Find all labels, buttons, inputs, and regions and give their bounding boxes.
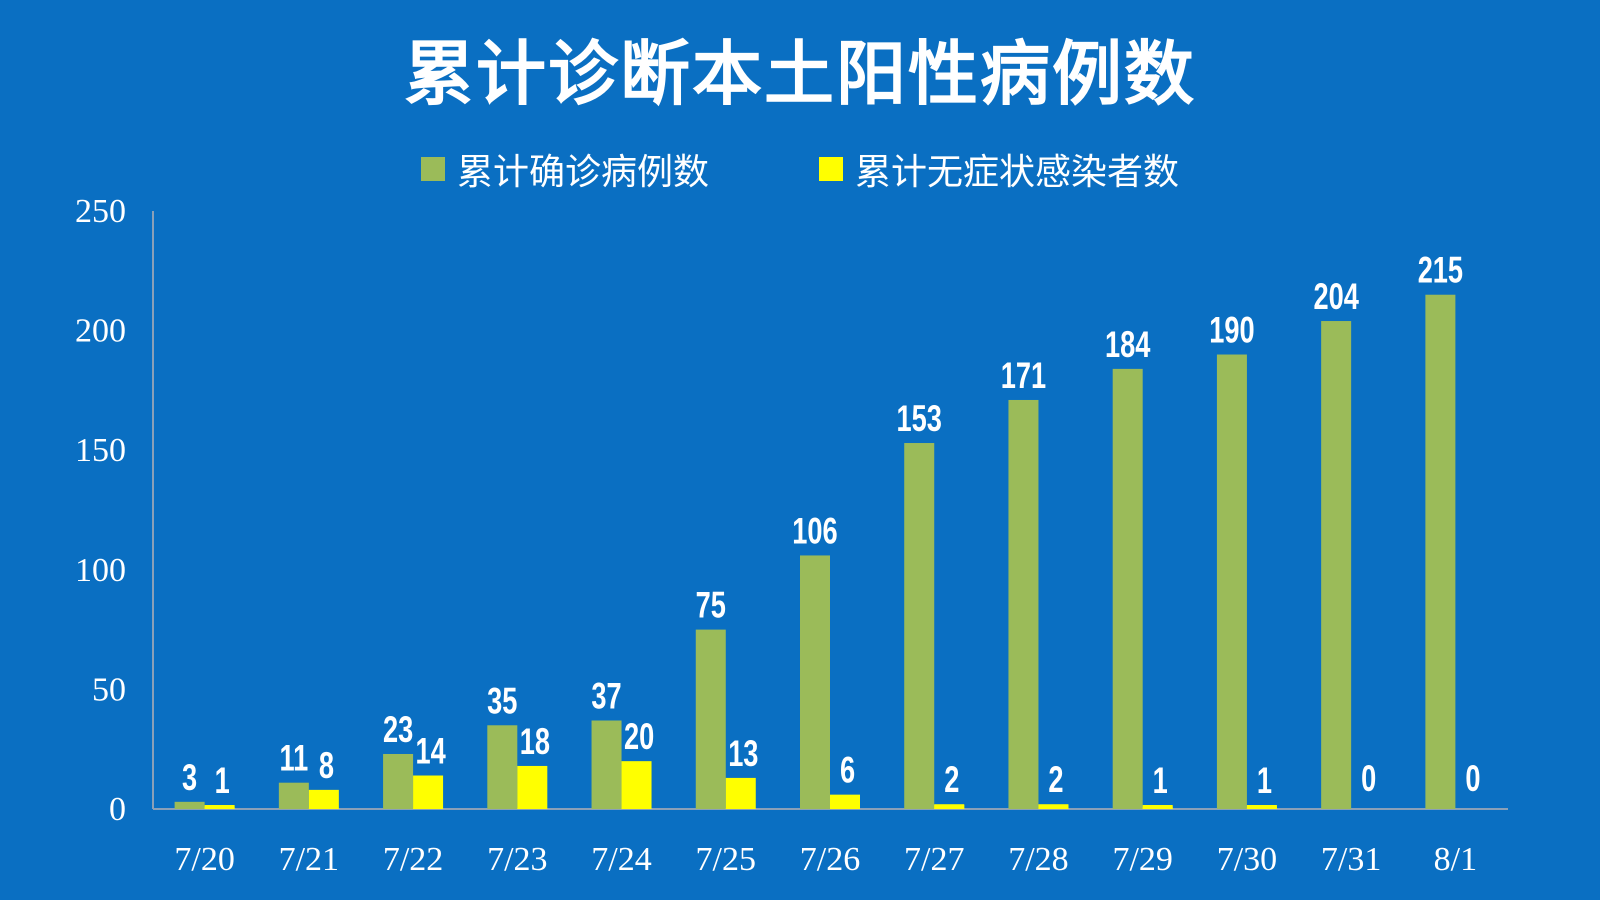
bar-confirmed xyxy=(904,443,935,809)
y-tick-label: 250 xyxy=(75,193,126,230)
bar-min-asymptomatic xyxy=(934,805,965,809)
bar-asymptomatic xyxy=(621,761,652,809)
bar-confirmed xyxy=(1008,399,1039,809)
y-tick-label: 100 xyxy=(75,552,126,589)
x-tick-label: 7/26 xyxy=(800,841,860,878)
data-label-asymptomatic: 20 xyxy=(624,716,654,757)
data-label-asymptomatic: 0 xyxy=(1361,758,1376,799)
bar-min-asymptomatic xyxy=(204,805,235,809)
data-label-confirmed: 106 xyxy=(792,510,837,551)
data-label-confirmed: 153 xyxy=(897,398,942,439)
y-tick-label: 200 xyxy=(75,313,126,350)
bar-asymptomatic xyxy=(517,765,548,809)
bar-asymptomatic xyxy=(413,775,444,809)
x-tick-label: 7/29 xyxy=(1112,841,1172,878)
bar-confirmed xyxy=(695,629,726,809)
data-label-confirmed: 37 xyxy=(591,676,621,717)
chart-title: 累计诊断本土阳性病例数 xyxy=(404,33,1196,115)
bar-confirmed xyxy=(1112,368,1143,809)
data-label-confirmed: 23 xyxy=(383,709,413,750)
bar-confirmed xyxy=(591,720,622,809)
data-label-asymptomatic: 18 xyxy=(520,721,550,762)
data-label-asymptomatic: 1 xyxy=(1153,760,1168,801)
bar-asymptomatic xyxy=(725,777,756,809)
y-tick-label: 0 xyxy=(109,791,126,828)
data-label-asymptomatic: 2 xyxy=(944,759,959,800)
data-label-confirmed: 184 xyxy=(1105,324,1150,365)
x-tick-label: 7/27 xyxy=(904,841,964,878)
data-label-asymptomatic: 1 xyxy=(1257,760,1272,801)
data-label-asymptomatic: 2 xyxy=(1048,759,1063,800)
bar-min-asymptomatic xyxy=(1246,805,1277,809)
bar-confirmed xyxy=(174,801,205,809)
data-label-confirmed: 3 xyxy=(182,757,197,798)
x-tick-label: 7/22 xyxy=(383,841,443,878)
data-label-asymptomatic: 1 xyxy=(215,760,230,801)
legend-item-asymptomatic: 累计无症状感染者数 xyxy=(819,143,1179,195)
bar-confirmed xyxy=(800,555,830,809)
bar-min-asymptomatic xyxy=(1142,805,1173,809)
data-label-asymptomatic: 14 xyxy=(416,731,446,772)
data-label-confirmed: 204 xyxy=(1313,276,1358,317)
bar-confirmed xyxy=(487,725,518,809)
legend-swatch-confirmed xyxy=(420,157,445,181)
data-label-confirmed: 35 xyxy=(487,680,517,721)
y-tick-label: 150 xyxy=(75,432,126,469)
data-label-asymptomatic: 0 xyxy=(1465,758,1480,799)
x-tick-label: 7/30 xyxy=(1217,841,1277,878)
legend: 累计确诊病例数 累计无症状感染者数 xyxy=(0,143,1600,195)
data-label-asymptomatic: 6 xyxy=(840,750,855,791)
bar-confirmed xyxy=(278,782,309,809)
x-tick-label: 7/24 xyxy=(591,841,651,878)
legend-label-asymptomatic: 累计无症状感染者数 xyxy=(855,152,1180,193)
x-tick-label: 8/1 xyxy=(1434,841,1477,878)
bar-confirmed xyxy=(383,753,414,809)
bar-confirmed xyxy=(1321,321,1352,809)
bar-confirmed xyxy=(1425,294,1456,810)
data-label-asymptomatic: 8 xyxy=(319,745,334,786)
bar-min-asymptomatic xyxy=(1038,805,1069,809)
bar-asymptomatic xyxy=(830,794,860,809)
data-label-confirmed: 11 xyxy=(279,738,308,779)
x-tick-label: 7/31 xyxy=(1321,841,1381,878)
x-tick-label: 7/21 xyxy=(279,841,339,878)
x-tick-label: 7/28 xyxy=(1008,841,1068,878)
x-tick-label: 7/23 xyxy=(487,841,547,878)
x-tick-label: 7/25 xyxy=(696,841,756,878)
y-tick-label: 50 xyxy=(92,671,126,708)
bar-confirmed xyxy=(1216,354,1247,809)
legend-item-confirmed: 累计确诊病例数 xyxy=(420,143,709,195)
data-label-confirmed: 190 xyxy=(1209,310,1254,351)
data-label-asymptomatic: 13 xyxy=(728,733,758,774)
data-label-confirmed: 171 xyxy=(1001,355,1046,396)
x-tick-label: 7/20 xyxy=(174,841,234,878)
data-label-confirmed: 215 xyxy=(1418,250,1463,291)
bar-asymptomatic xyxy=(308,789,339,809)
data-label-confirmed: 75 xyxy=(696,585,726,626)
legend-swatch-asymptomatic xyxy=(819,157,843,181)
legend-label-confirmed: 累计确诊病例数 xyxy=(456,152,709,193)
